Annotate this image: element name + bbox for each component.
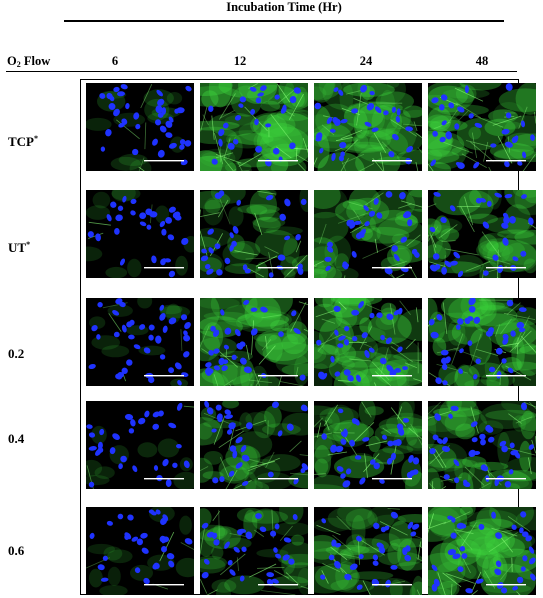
micrograph-r2-c2 bbox=[200, 190, 308, 278]
micrograph-r1-c4 bbox=[428, 83, 536, 171]
column-axis-title: Incubation Time (Hr) bbox=[226, 0, 342, 14]
scale-bar bbox=[372, 267, 412, 269]
scale-bar bbox=[372, 375, 412, 377]
micrograph-r2-c3 bbox=[314, 190, 422, 278]
scale-bar bbox=[258, 160, 298, 162]
micrograph-r5-c1 bbox=[86, 507, 194, 595]
micrograph-r2-c1 bbox=[86, 190, 194, 278]
micrograph-r3-c2 bbox=[200, 298, 308, 386]
scale-bar bbox=[486, 267, 526, 269]
scale-bar bbox=[372, 478, 412, 480]
scale-bar bbox=[144, 375, 184, 377]
micrograph-r1-c1 bbox=[86, 83, 194, 171]
row-label-0-6: 0.6 bbox=[8, 543, 25, 558]
scale-bar bbox=[486, 375, 526, 377]
micrograph-r4-c4 bbox=[428, 401, 536, 489]
scale-bar bbox=[486, 584, 526, 586]
scale-bar bbox=[486, 160, 526, 162]
scale-bar bbox=[258, 375, 298, 377]
micrograph-r5-c2 bbox=[200, 507, 308, 595]
micrograph-r1-c2 bbox=[200, 83, 308, 171]
row-axis-label: O2 Flow bbox=[7, 54, 51, 69]
row-label-0-4: 0.4 bbox=[8, 431, 25, 446]
micrograph-r3-c3 bbox=[314, 298, 422, 386]
micrograph-r3-c1 bbox=[86, 298, 194, 386]
scale-bar bbox=[372, 584, 412, 586]
row-label-0-2: 0.2 bbox=[8, 346, 25, 361]
scale-bar bbox=[144, 267, 184, 269]
micrograph-r2-c4 bbox=[428, 190, 536, 278]
micrograph-r4-c2 bbox=[200, 401, 308, 489]
scale-bar bbox=[144, 478, 184, 480]
column-header-6h: 6 bbox=[111, 54, 119, 68]
scale-bar bbox=[372, 160, 412, 162]
scale-bar bbox=[144, 584, 184, 586]
column-header-48h: 48 bbox=[475, 54, 489, 68]
header-rule bbox=[6, 71, 517, 72]
scale-bar bbox=[144, 160, 184, 162]
micrograph-r1-c3 bbox=[314, 83, 422, 171]
scale-bar bbox=[486, 478, 526, 480]
title-rule bbox=[64, 20, 504, 22]
micrograph-r5-c3 bbox=[314, 507, 422, 595]
micrograph-r4-c1 bbox=[86, 401, 194, 489]
micrograph-r4-c3 bbox=[314, 401, 422, 489]
scale-bar bbox=[258, 478, 298, 480]
micrograph-r3-c4 bbox=[428, 298, 536, 386]
scale-bar bbox=[258, 584, 298, 586]
column-header-24h: 24 bbox=[359, 54, 373, 68]
micrograph-r5-c4 bbox=[428, 507, 536, 595]
scale-bar bbox=[258, 267, 298, 269]
row-label-ut: UT* bbox=[8, 240, 31, 255]
column-header-12h: 12 bbox=[233, 54, 247, 68]
row-label-tcp: TCP* bbox=[8, 134, 38, 149]
